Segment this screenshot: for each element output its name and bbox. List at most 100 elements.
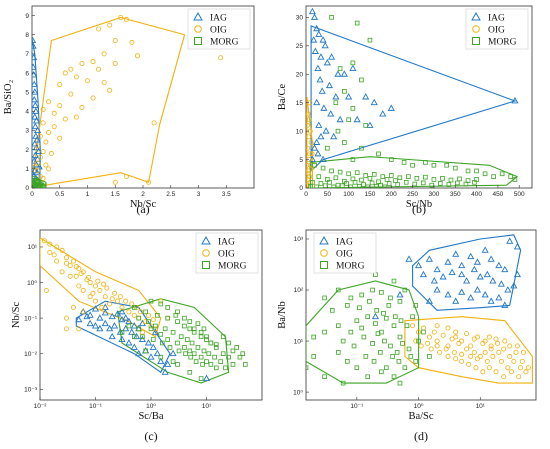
point-oig (146, 179, 152, 185)
point-morg (170, 329, 176, 335)
point-iag (405, 255, 413, 262)
y-tick-label: 15 (296, 100, 304, 107)
point-morg (431, 162, 437, 168)
point-iag (495, 294, 503, 301)
point-iag (32, 101, 39, 109)
point-oig (309, 165, 315, 171)
point-morg (175, 340, 180, 346)
point-morg (365, 314, 371, 320)
point-iag (345, 93, 353, 100)
point-iag (313, 138, 321, 145)
point-morg (335, 350, 341, 355)
point-oig (86, 274, 92, 280)
point-iag (336, 115, 344, 123)
point-oig (434, 343, 440, 349)
legend-label-iag: IAG (336, 238, 353, 248)
point-morg (463, 181, 469, 187)
legend-marker-oig (202, 249, 210, 257)
point-oig (70, 258, 76, 264)
point-oig (101, 51, 107, 57)
point-morg (126, 323, 132, 329)
point-morg (40, 184, 46, 188)
point-morg (402, 287, 408, 293)
point-oig (43, 139, 49, 145)
point-iag (470, 265, 478, 273)
point-iag (425, 255, 433, 262)
point-morg (393, 314, 398, 320)
point-iag (327, 110, 335, 117)
point-morg (440, 176, 445, 181)
point-morg (423, 160, 428, 165)
x-tick-label: 2.5 (166, 191, 175, 198)
point-morg (143, 309, 148, 315)
x-tick-label: 10⁻¹ (89, 403, 103, 410)
point-iag (439, 273, 447, 280)
legend-marker-oig (194, 25, 202, 33)
legend-marker-morg (194, 37, 202, 45)
point-iag (506, 237, 514, 244)
point-morg (383, 365, 389, 371)
point-morg (367, 176, 373, 181)
point-morg (333, 175, 339, 181)
point-morg (191, 329, 197, 335)
point-oig (90, 290, 96, 296)
point-oig (70, 304, 76, 310)
x-tick-label: 10⁻¹ (350, 403, 364, 410)
legend-label-morg: MORG (218, 262, 247, 272)
point-morg (198, 376, 204, 381)
point-morg (357, 305, 362, 311)
y-tick-label: 7 (25, 51, 29, 58)
legend-box (187, 8, 251, 50)
point-morg (226, 354, 231, 360)
point-morg (175, 362, 180, 367)
point-morg (380, 174, 386, 179)
point-morg (187, 370, 193, 375)
point-oig (498, 358, 504, 364)
y-tick-label: 10¹ (28, 244, 38, 251)
point-iag (101, 309, 109, 316)
point-morg (188, 354, 194, 360)
point-morg (410, 314, 415, 320)
point-morg (193, 359, 199, 364)
point-oig (57, 135, 63, 141)
point-oig (129, 39, 135, 45)
point-iag (487, 297, 495, 304)
point-morg (397, 380, 403, 386)
point-oig (520, 349, 526, 355)
x-tick-label: 200 (386, 191, 397, 198)
legend-label-oig: OIG (218, 250, 235, 260)
point-iag (32, 151, 39, 158)
point-iag (144, 339, 153, 346)
point-morg (155, 313, 160, 318)
point-oig (47, 241, 53, 247)
point-iag (86, 319, 94, 327)
panel-label: (b) (412, 202, 426, 216)
legend-marker-iag (471, 11, 481, 21)
point-morg (230, 348, 236, 354)
point-oig (90, 95, 96, 101)
y-tick-label: 10⁻¹ (24, 315, 38, 322)
point-oig (451, 349, 457, 355)
point-morg (354, 318, 360, 324)
legend: IAG OIG MORG (313, 232, 377, 274)
point-oig (73, 74, 79, 80)
y-tick-label: 25 (296, 43, 304, 50)
point-morg (344, 303, 350, 308)
point-morg (379, 290, 384, 295)
point-oig (35, 168, 41, 174)
point-iag (96, 314, 104, 321)
point-morg (32, 183, 35, 188)
point-oig (306, 145, 311, 151)
y-axis-label: Nb/Sc (11, 302, 22, 329)
point-oig (67, 273, 73, 279)
y-tick-label: 5 (299, 157, 303, 164)
point-iag (463, 277, 471, 284)
point-oig (63, 255, 69, 261)
point-morg (344, 359, 350, 364)
point-iag (504, 286, 512, 293)
legend-box (313, 232, 377, 274)
chart-panel-c: 10⁻² 10⁻¹ 10⁰ 10¹ 10⁻³ 10⁻² 10⁻¹ 10⁰ 10¹ Sc/Ba Nb/… (11, 229, 263, 443)
legend-box (465, 8, 529, 50)
point-morg (350, 176, 356, 182)
point-oig (43, 162, 49, 168)
